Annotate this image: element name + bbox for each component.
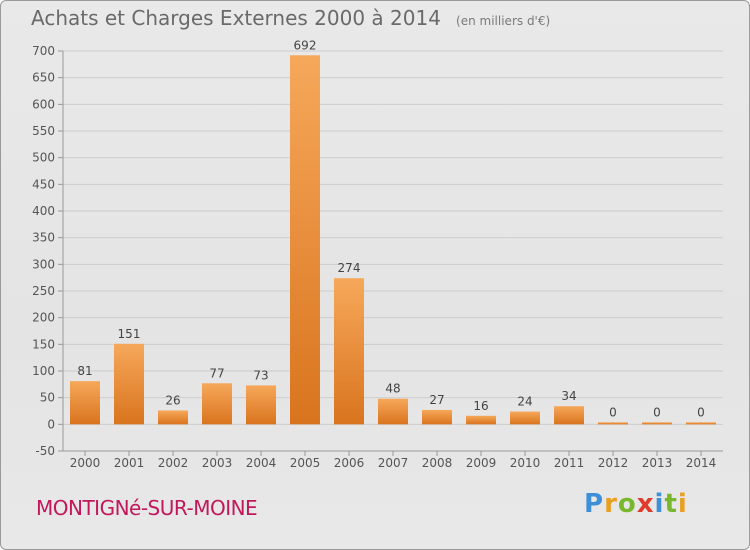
- x-tick-label: 2003: [202, 456, 233, 470]
- y-tick-label: 350: [32, 231, 55, 245]
- bars: [70, 55, 716, 425]
- y-tick-label: 50: [40, 391, 55, 405]
- data-label: 81: [77, 364, 92, 378]
- y-tick-label: 700: [32, 44, 55, 58]
- x-tick-label: 2008: [422, 456, 453, 470]
- bar: [686, 422, 716, 425]
- bar: [422, 409, 452, 425]
- bar: [642, 422, 672, 425]
- x-tick-label: 2006: [334, 456, 365, 470]
- y-tick-label: 400: [32, 204, 55, 218]
- x-tick-label: 2001: [114, 456, 145, 470]
- y-tick-label: 250: [32, 284, 55, 298]
- x-axis-ticks: 2000 2001 2002 2003 2004 2005 2006 2007 2008 2009…: [70, 451, 717, 470]
- x-tick-label: 2004: [246, 456, 277, 470]
- logo-letter: x: [636, 489, 655, 519]
- y-tick-label: 100: [32, 364, 55, 378]
- y-tick-label: 650: [32, 71, 55, 85]
- x-tick-label: 2009: [466, 456, 497, 470]
- y-tick-label: -50: [35, 444, 55, 458]
- bar: [598, 422, 628, 425]
- data-label: 27: [429, 393, 444, 407]
- x-tick-label: 2000: [70, 456, 101, 470]
- data-label: 73: [253, 368, 268, 382]
- data-label: 274: [338, 261, 361, 275]
- logo-letter: i: [677, 489, 688, 519]
- bar: [114, 343, 144, 425]
- bar: [246, 385, 276, 425]
- x-tick-label: 2013: [642, 456, 673, 470]
- bar: [466, 415, 496, 425]
- y-tick-label: 300: [32, 257, 55, 271]
- chart-title: Achats et Charges Externes 2000 à 2014: [31, 6, 441, 30]
- data-label: 151: [118, 327, 141, 341]
- bar: [290, 55, 320, 425]
- bar: [158, 410, 188, 425]
- x-tick-label: 2010: [510, 456, 541, 470]
- data-label: 48: [385, 382, 400, 396]
- proxiti-logo: Proxiti: [584, 489, 688, 519]
- title-bar: Achats et Charges Externes 2000 à 2014 (…: [31, 6, 550, 30]
- data-label: 26: [165, 393, 180, 407]
- x-tick-label: 2005: [290, 456, 321, 470]
- data-label: 77: [209, 366, 224, 380]
- x-tick-label: 2002: [158, 456, 189, 470]
- x-tick-label: 2012: [598, 456, 629, 470]
- bar: [334, 278, 364, 425]
- x-tick-label: 2011: [554, 456, 585, 470]
- logo-letter: o: [617, 489, 637, 519]
- logo-letter: r: [604, 489, 618, 519]
- x-tick-label: 2007: [378, 456, 409, 470]
- data-label: 24: [517, 395, 532, 409]
- commune-name: MONTIGNé-SUR-MOINE: [36, 496, 258, 520]
- data-labels: 81 151 26 77 73 692 274 48 27 16 24 34 0 0 0: [77, 38, 704, 419]
- bar: [554, 406, 584, 425]
- y-tick-label: 500: [32, 151, 55, 165]
- x-tick-label: 2014: [686, 456, 717, 470]
- y-tick-label: 450: [32, 177, 55, 191]
- data-label: 34: [561, 389, 576, 403]
- bar: [510, 411, 540, 425]
- y-tick-label: 0: [47, 417, 55, 431]
- bar: [202, 383, 232, 425]
- data-label: 0: [609, 405, 617, 419]
- y-tick-label: 600: [32, 97, 55, 111]
- data-label: 16: [473, 399, 488, 413]
- bar: [70, 381, 100, 425]
- y-axis-ticks: -50 0 50 100 150 200 250 300 350 400 450 500 550 600 6…: [32, 44, 63, 458]
- logo-letter: t: [664, 489, 678, 519]
- y-tick-label: 550: [32, 124, 55, 138]
- logo-letter: P: [584, 489, 605, 519]
- data-label: 0: [653, 405, 661, 419]
- chart-subtitle: (en milliers d'€): [456, 14, 551, 28]
- logo-letter: i: [654, 489, 665, 519]
- data-label: 692: [294, 38, 317, 52]
- y-tick-label: 200: [32, 311, 55, 325]
- data-label: 0: [697, 405, 705, 419]
- y-tick-label: 150: [32, 337, 55, 351]
- bar: [378, 398, 408, 425]
